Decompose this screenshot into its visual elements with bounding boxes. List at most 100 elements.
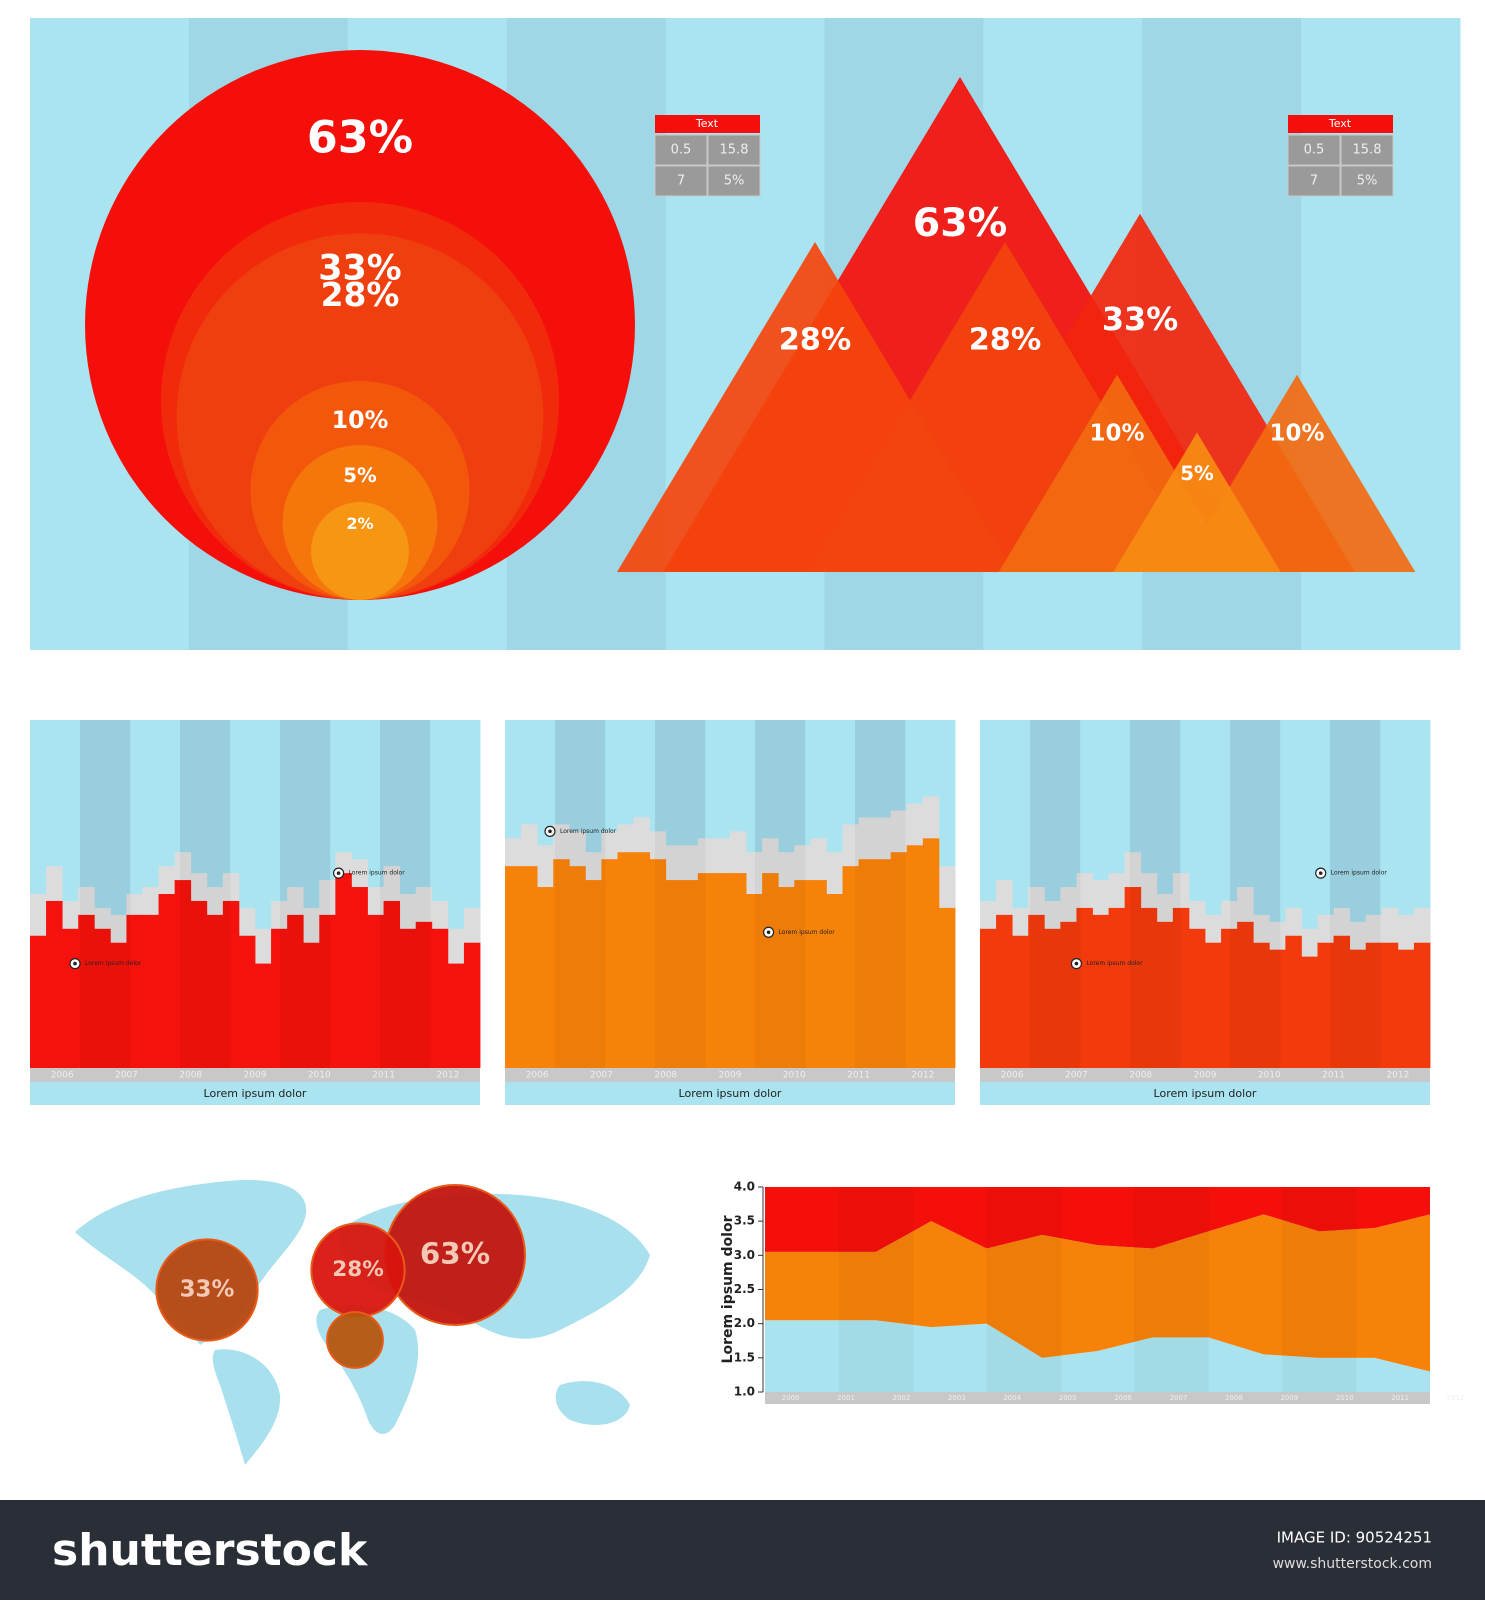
value-label: 63% <box>420 1237 490 1271</box>
step-bar <box>681 880 699 1068</box>
step-bar <box>126 914 143 1068</box>
table-cell-text: 0.5 <box>1304 143 1325 158</box>
x-tick-label: 2000 <box>782 1394 800 1402</box>
value-label: 5% <box>343 464 377 487</box>
background-stripe <box>980 720 1031 1068</box>
step-bar <box>858 859 876 1068</box>
step-bar <box>351 887 368 1068</box>
annotation: Lorem ipsum dolor <box>1086 960 1143 967</box>
x-axis-strip <box>505 1068 955 1082</box>
background-stripe <box>605 720 656 1068</box>
caption-strip <box>30 1082 480 1105</box>
background-stripe <box>30 720 81 1068</box>
bubble <box>326 1311 384 1369</box>
background-stripe <box>855 720 906 1068</box>
step-bar <box>1253 942 1270 1068</box>
step-bar <box>697 873 715 1068</box>
annotation-dot <box>766 930 771 935</box>
background-stripe <box>705 720 756 1068</box>
background-stripe <box>80 720 131 1068</box>
x-tick-label: 2007 <box>590 1071 613 1081</box>
value-label: 63% <box>307 113 413 164</box>
x-tick-label: 2002 <box>892 1394 910 1402</box>
footer-url: www.shutterstock.com <box>1273 1556 1432 1572</box>
background-stripe <box>1134 1187 1209 1392</box>
annotation-dot <box>1074 961 1079 966</box>
table-cell <box>1340 165 1394 197</box>
annotation-dot <box>336 871 341 875</box>
annotation: Lorem ipsum dolor <box>560 828 617 835</box>
background-stripe <box>765 1187 839 1392</box>
y-tick-label: 3.0 <box>734 1248 755 1262</box>
step-bar <box>938 907 956 1068</box>
background-stripe <box>1061 1187 1135 1392</box>
stacked-area <box>765 1320 1430 1392</box>
x-tick-label: 2005 <box>1059 1394 1077 1402</box>
step-bar <box>1172 907 1190 1068</box>
step-bar <box>1333 935 1351 1068</box>
caption-strip <box>980 1082 1430 1105</box>
x-tick-label: 2010 <box>1258 1071 1281 1081</box>
step-bar <box>1140 907 1158 1068</box>
step-bar <box>206 914 224 1068</box>
x-tick-label: 2006 <box>1114 1394 1132 1402</box>
bubble <box>155 1238 259 1342</box>
australia <box>555 1381 630 1425</box>
step-bar <box>874 859 892 1068</box>
annotation-dot <box>1318 871 1323 875</box>
image-id: IMAGE ID: 90524251 <box>1277 1529 1432 1547</box>
step-bar <box>94 928 111 1068</box>
step-bar <box>287 914 304 1068</box>
step-bar <box>922 838 940 1068</box>
table-cell <box>707 165 761 197</box>
step-bar <box>238 935 256 1068</box>
step-bar <box>649 859 667 1068</box>
step-bar <box>1413 942 1431 1068</box>
step-bar <box>826 894 843 1068</box>
step-bar <box>1205 942 1222 1068</box>
step-bar <box>447 963 465 1068</box>
step-bar <box>158 894 176 1068</box>
step-bar <box>1349 949 1367 1068</box>
background-stripe <box>1030 720 1081 1068</box>
x-tick-label: 2003 <box>948 1394 966 1402</box>
x-tick-label: 2007 <box>1065 1071 1088 1081</box>
y-tick-label: 3.5 <box>734 1214 755 1228</box>
step-bar <box>1188 928 1206 1068</box>
x-tick-label: 2009 <box>244 1071 267 1081</box>
step-bar <box>1156 921 1174 1068</box>
step-bar <box>794 880 811 1068</box>
background-stripe <box>1080 720 1131 1068</box>
x-tick-label: 2011 <box>372 1071 395 1081</box>
background-stripe <box>430 720 481 1068</box>
step-bar <box>906 845 924 1068</box>
background-stripe <box>180 720 231 1068</box>
stacked-area <box>765 1214 1430 1372</box>
background-stripe <box>505 720 556 1068</box>
step-bar <box>890 852 908 1068</box>
step-bar <box>730 873 747 1068</box>
table-header <box>655 115 760 133</box>
step-bar <box>46 900 63 1068</box>
y-axis-label: Lorem ipsum dolor <box>720 1215 736 1363</box>
background-stripe <box>130 720 181 1068</box>
step-bar <box>1269 949 1286 1068</box>
background-stripe <box>805 720 856 1068</box>
step-bar <box>1365 942 1383 1068</box>
value-label: 28% <box>969 323 1042 358</box>
background-stripe <box>755 720 806 1068</box>
step-bar <box>431 928 449 1068</box>
background-stripe <box>380 720 431 1068</box>
value-label: 63% <box>913 200 1008 246</box>
x-tick-label: 2001 <box>837 1394 855 1402</box>
x-tick-label: 2007 <box>115 1071 138 1081</box>
table-cell-text: 7 <box>677 174 685 189</box>
step-bar <box>553 859 570 1068</box>
background-stripe <box>555 720 606 1068</box>
table-cell <box>654 134 708 166</box>
step-bar <box>303 942 320 1068</box>
value-label: 10% <box>1090 420 1145 446</box>
step-bar <box>1397 949 1415 1068</box>
x-tick-label: 2010 <box>1336 1394 1354 1402</box>
